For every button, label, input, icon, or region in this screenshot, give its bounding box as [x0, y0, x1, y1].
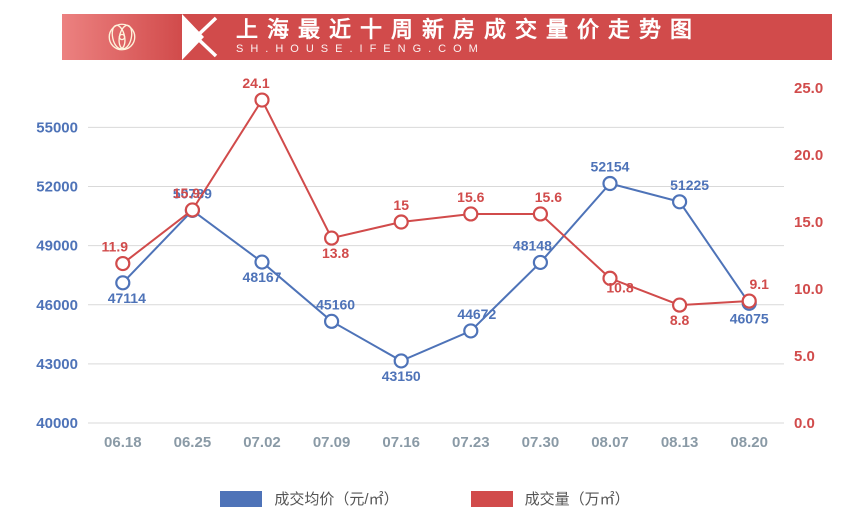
svg-text:15.6: 15.6	[457, 189, 484, 205]
chart-area: 40000 43000 46000 49000 52000 55000 0.0 5.0 10.0…	[18, 74, 832, 465]
svg-text:15.0: 15.0	[794, 214, 823, 231]
svg-text:44672: 44672	[457, 306, 496, 322]
svg-text:52000: 52000	[36, 179, 78, 196]
svg-text:55000: 55000	[36, 119, 78, 136]
series-line-price	[123, 183, 749, 360]
header-logo-box	[62, 14, 182, 60]
x-axis: 06.18 06.25 07.02 07.09 07.16 07.23 07.30 08.07…	[104, 434, 768, 451]
svg-text:9.1: 9.1	[749, 276, 769, 292]
y-axis-left: 40000 43000 46000 49000 52000 55000	[36, 119, 78, 432]
y-axis-right: 0.0 5.0 10.0 15.0 20.0 25.0	[794, 80, 823, 432]
trend-chart: 40000 43000 46000 49000 52000 55000 0.0 5.0 10.0…	[18, 74, 832, 465]
series-line-volume	[123, 100, 749, 305]
svg-text:46075: 46075	[730, 310, 769, 326]
svg-text:40000: 40000	[36, 415, 78, 432]
header-banner: 上海最近十周新房成交量价走势图 SH.HOUSE.IFENG.COM	[62, 14, 832, 60]
svg-text:08.07: 08.07	[591, 434, 629, 451]
svg-text:43150: 43150	[382, 368, 421, 384]
svg-text:07.30: 07.30	[522, 434, 560, 451]
series-markers-price	[116, 177, 755, 367]
svg-text:8.8: 8.8	[670, 312, 690, 328]
svg-text:08.13: 08.13	[661, 434, 699, 451]
legend-item-price: 成交均价（元/㎡）	[220, 488, 398, 509]
svg-text:49000: 49000	[36, 238, 78, 255]
legend-label: 成交量（万㎡）	[525, 488, 630, 509]
svg-text:15.6: 15.6	[535, 189, 562, 205]
chart-legend: 成交均价（元/㎡） 成交量（万㎡）	[0, 488, 850, 509]
svg-text:24.1: 24.1	[242, 75, 269, 91]
svg-text:0.0: 0.0	[794, 415, 815, 432]
gridlines	[88, 127, 784, 423]
svg-text:52154: 52154	[591, 158, 630, 174]
svg-text:15.9: 15.9	[173, 185, 200, 201]
header-chevron-icon	[182, 14, 222, 60]
svg-text:07.02: 07.02	[243, 434, 281, 451]
svg-text:08.20: 08.20	[730, 434, 768, 451]
series-datalabels-volume: 11.9 15.9 24.1 13.8 15 15.6 15.6 10.8 8.8 9.1	[102, 75, 770, 328]
legend-label: 成交均价（元/㎡）	[274, 488, 398, 509]
svg-text:07.23: 07.23	[452, 434, 490, 451]
svg-text:06.25: 06.25	[174, 434, 212, 451]
svg-text:46000: 46000	[36, 297, 78, 314]
svg-text:48167: 48167	[243, 269, 282, 285]
series-markers-volume	[116, 94, 755, 312]
header-title: 上海最近十周新房成交量价走势图	[236, 19, 832, 41]
header-subtitle: SH.HOUSE.IFENG.COM	[236, 43, 832, 55]
series-datalabels-price: 4711450789481674516043150446724814852154…	[108, 158, 769, 383]
header-title-box: 上海最近十周新房成交量价走势图 SH.HOUSE.IFENG.COM	[222, 14, 832, 60]
legend-item-volume: 成交量（万㎡）	[471, 488, 630, 509]
svg-text:11.9: 11.9	[102, 239, 129, 255]
svg-text:10.0: 10.0	[794, 281, 823, 298]
legend-swatch	[220, 491, 262, 507]
svg-text:15: 15	[393, 197, 409, 213]
legend-swatch	[471, 491, 513, 507]
svg-text:45160: 45160	[316, 296, 355, 312]
svg-text:10.8: 10.8	[606, 279, 633, 295]
svg-text:13.8: 13.8	[322, 245, 349, 261]
svg-text:48148: 48148	[513, 237, 552, 253]
svg-text:5.0: 5.0	[794, 348, 815, 365]
svg-text:07.09: 07.09	[313, 434, 351, 451]
svg-text:51225: 51225	[670, 177, 709, 193]
phoenix-logo-icon	[105, 20, 139, 54]
svg-text:06.18: 06.18	[104, 434, 142, 451]
svg-text:43000: 43000	[36, 356, 78, 373]
svg-text:07.16: 07.16	[382, 434, 420, 451]
svg-text:47114: 47114	[108, 290, 146, 306]
svg-text:25.0: 25.0	[794, 80, 823, 97]
svg-text:20.0: 20.0	[794, 147, 823, 164]
